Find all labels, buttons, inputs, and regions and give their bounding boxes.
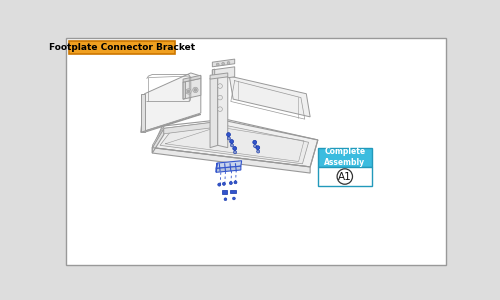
Circle shape [218, 84, 222, 88]
Circle shape [228, 137, 230, 140]
Circle shape [218, 107, 222, 112]
Circle shape [222, 182, 226, 185]
Polygon shape [183, 81, 186, 99]
Polygon shape [216, 163, 217, 172]
Polygon shape [183, 75, 201, 82]
Polygon shape [212, 69, 214, 80]
Circle shape [234, 181, 237, 184]
FancyBboxPatch shape [222, 190, 228, 194]
Circle shape [256, 150, 260, 153]
Circle shape [194, 88, 197, 91]
Polygon shape [230, 76, 310, 117]
Polygon shape [218, 74, 228, 148]
Polygon shape [212, 67, 234, 80]
Polygon shape [212, 59, 234, 67]
Polygon shape [141, 115, 201, 132]
Circle shape [227, 61, 230, 64]
Circle shape [187, 90, 190, 93]
Circle shape [226, 133, 230, 136]
Circle shape [186, 89, 191, 94]
Circle shape [232, 197, 235, 200]
Polygon shape [216, 161, 242, 168]
Polygon shape [152, 148, 310, 173]
Circle shape [233, 146, 236, 150]
Polygon shape [210, 73, 228, 79]
Circle shape [256, 146, 260, 150]
Polygon shape [164, 121, 226, 134]
Circle shape [218, 183, 221, 186]
Circle shape [224, 198, 227, 201]
Polygon shape [210, 76, 218, 148]
Polygon shape [183, 78, 201, 99]
Polygon shape [141, 94, 144, 132]
Polygon shape [152, 121, 318, 167]
Circle shape [222, 62, 224, 65]
FancyBboxPatch shape [69, 41, 176, 55]
Text: A1: A1 [338, 172, 351, 182]
Circle shape [234, 151, 236, 154]
Circle shape [218, 95, 222, 100]
Text: Complete
Assembly: Complete Assembly [324, 147, 366, 167]
FancyBboxPatch shape [230, 190, 236, 194]
Circle shape [230, 144, 234, 147]
Polygon shape [152, 128, 164, 153]
Circle shape [230, 182, 232, 184]
Circle shape [253, 140, 256, 144]
Polygon shape [141, 73, 201, 132]
Circle shape [230, 140, 234, 143]
Circle shape [254, 145, 256, 148]
Polygon shape [160, 124, 308, 164]
Polygon shape [216, 166, 241, 172]
FancyBboxPatch shape [318, 167, 372, 186]
Circle shape [192, 87, 198, 93]
Circle shape [337, 169, 352, 184]
FancyBboxPatch shape [318, 148, 372, 167]
Polygon shape [152, 126, 164, 148]
FancyBboxPatch shape [66, 38, 446, 265]
Circle shape [216, 63, 219, 66]
Text: Footplate Connector Bracket: Footplate Connector Bracket [49, 44, 196, 52]
